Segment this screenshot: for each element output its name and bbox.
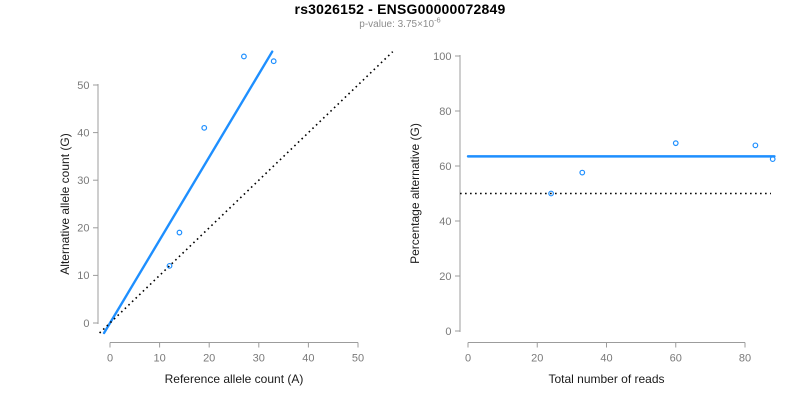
- data-point: [752, 142, 759, 149]
- y-axis-title: Percentage alternative (G): [408, 123, 422, 264]
- figure-subtitle: p-value: 3.75×10-6: [0, 15, 800, 30]
- data-point: [769, 156, 776, 163]
- data-point: [270, 58, 277, 65]
- data-point: [201, 124, 208, 131]
- y-tick-label: 20: [439, 271, 451, 283]
- x-tick-label: 20: [531, 353, 543, 365]
- x-axis-title: Reference allele count (A): [165, 372, 304, 386]
- x-tick-label: 30: [253, 353, 265, 365]
- x-tick-label: 20: [203, 353, 215, 365]
- data-point: [241, 53, 247, 60]
- data-point: [166, 262, 173, 269]
- pvalue-label: p-value:: [359, 19, 395, 30]
- y-tick-label: 0: [445, 326, 451, 338]
- y-tick-label: 40: [77, 127, 89, 139]
- y-tick-label: 0: [83, 318, 89, 330]
- y-tick-label: 60: [439, 161, 451, 173]
- pvalue-exponent: -6: [434, 15, 441, 25]
- y-tick-label: 30: [77, 175, 89, 187]
- x-tick-label: 10: [153, 353, 165, 365]
- percentage-reads-plot: 0 20 40 60 80 0 20 40 60 80 100 Total number of rea…: [408, 51, 776, 386]
- y-axis-title: Alternative allele count (G): [58, 133, 72, 274]
- y-tick-label: 40: [439, 216, 451, 228]
- x-tick-label: 40: [600, 353, 612, 365]
- figure-title: rs3026152 - ENSG00000072849: [294, 1, 506, 17]
- x-tick-label: 40: [302, 353, 314, 365]
- regression-fit-line: [102, 50, 274, 335]
- x-axis-title: Total number of reads: [548, 372, 664, 386]
- data-point: [579, 169, 586, 176]
- x-tick-label: 80: [739, 353, 751, 365]
- allele-count-plot: 0 10 20 30 40 50 0 10 20 30 40 50 Reference allele c…: [58, 50, 394, 386]
- y-tick-label: 50: [77, 80, 89, 92]
- y-tick-label: 80: [439, 106, 451, 118]
- data-point: [548, 190, 554, 197]
- x-tick-label: 0: [107, 353, 113, 365]
- data-point: [672, 140, 679, 147]
- y-tick-label: 10: [77, 270, 89, 282]
- pvalue-mantissa: 3.75×10: [397, 19, 435, 30]
- y-tick-label: 20: [77, 223, 89, 235]
- data-point: [176, 229, 183, 236]
- y-tick-label: 100: [433, 51, 451, 63]
- x-tick-label: 0: [465, 353, 471, 365]
- x-tick-label: 50: [352, 353, 364, 365]
- x-tick-label: 60: [670, 353, 682, 365]
